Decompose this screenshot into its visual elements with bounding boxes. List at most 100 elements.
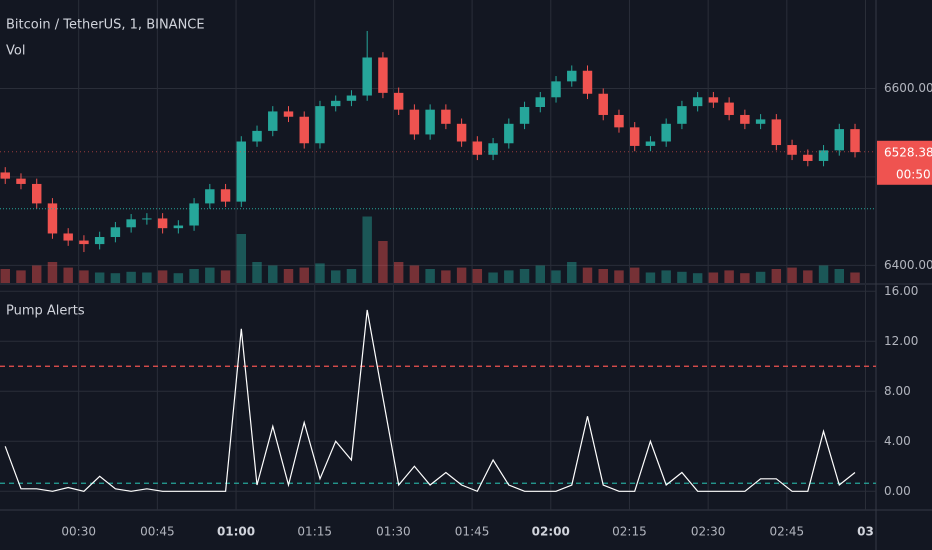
volume-bar xyxy=(157,270,168,283)
volume-bar xyxy=(425,269,435,283)
volume-bar xyxy=(740,273,750,283)
volume-bar xyxy=(236,234,247,283)
volume-bar xyxy=(299,267,309,283)
y-tick-label: 16.00 xyxy=(884,284,918,298)
volume-bar xyxy=(614,270,624,283)
candle-body xyxy=(220,189,231,202)
x-tick-label: 02:00 xyxy=(532,525,570,539)
volume-bar xyxy=(16,270,26,283)
candle-body xyxy=(519,107,530,124)
volume-bar xyxy=(47,262,58,283)
candle-body xyxy=(126,219,136,228)
y-tick-label: 12.00 xyxy=(884,334,918,348)
candle-body xyxy=(425,109,435,135)
volume-bar xyxy=(283,269,294,283)
candle-body xyxy=(488,143,498,155)
candle-body xyxy=(252,130,262,142)
volume-bar xyxy=(787,267,797,283)
candle-body xyxy=(740,114,750,124)
volume-bar xyxy=(94,272,105,283)
candle-body xyxy=(850,129,860,153)
x-tick-label: 02:30 xyxy=(691,525,726,539)
candle-body xyxy=(818,150,829,161)
volume-bar xyxy=(252,262,262,283)
volume-bar xyxy=(535,265,546,283)
candle-body xyxy=(157,218,168,229)
candle-body xyxy=(173,225,184,229)
candle-body xyxy=(441,109,451,124)
volume-bar xyxy=(205,267,215,283)
x-tick-label: 02:15 xyxy=(612,525,647,539)
y-tick-label: 6400.00 xyxy=(884,258,932,272)
candle-body xyxy=(63,233,73,241)
volume-bar xyxy=(488,272,498,283)
volume-bar xyxy=(79,270,89,283)
candle-body xyxy=(598,93,608,115)
volume-bar xyxy=(661,270,671,283)
y-tick-label: 4.00 xyxy=(884,434,911,448)
candle-body xyxy=(551,81,561,98)
candle-body xyxy=(110,227,121,238)
volume-bar xyxy=(0,269,10,283)
candle-body xyxy=(692,97,703,107)
candle-body xyxy=(0,172,10,179)
indicator-line xyxy=(4,309,856,493)
x-tick-label: 02:45 xyxy=(770,525,805,539)
volume-bar xyxy=(456,267,467,283)
countdown-label: 00:50 xyxy=(896,167,931,181)
candle-body xyxy=(614,114,624,128)
candle-body xyxy=(31,183,42,204)
volume-bar xyxy=(771,269,782,283)
candle-body xyxy=(47,203,58,234)
candle-body xyxy=(362,57,372,96)
volume-bar xyxy=(708,272,719,283)
volume-bar xyxy=(519,269,530,283)
candle-body xyxy=(299,116,309,144)
volume-bar xyxy=(362,216,372,283)
volume-bar xyxy=(346,269,357,283)
chart-title: Bitcoin / TetherUS, 1, BINANCE xyxy=(6,18,205,33)
volume-bar xyxy=(551,270,561,283)
volume-bar xyxy=(330,270,341,283)
candle-body xyxy=(283,111,294,117)
volume-label: Vol xyxy=(6,44,25,59)
y-tick-label: 8.00 xyxy=(884,384,911,398)
x-tick-label: 01:15 xyxy=(297,525,332,539)
x-tick-label: 01:30 xyxy=(376,525,411,539)
candle-body xyxy=(378,57,388,93)
volume-bar xyxy=(220,270,231,283)
candle-body xyxy=(393,92,404,110)
candle-body xyxy=(142,218,152,220)
volume-bar xyxy=(803,270,813,283)
volume-bar xyxy=(409,265,420,283)
volume-bar xyxy=(598,269,608,283)
candle-body xyxy=(582,70,593,94)
candle-body xyxy=(535,97,546,108)
volume-bar xyxy=(393,262,404,283)
volume-bar xyxy=(818,265,829,283)
volume-bar xyxy=(126,271,136,283)
volume-bar xyxy=(189,269,199,283)
candle-body xyxy=(94,237,105,245)
candle-body xyxy=(567,70,577,82)
volume-bar xyxy=(850,272,860,283)
volume-bar xyxy=(724,270,734,283)
x-tick-label: 01:00 xyxy=(217,525,255,539)
volume-bar xyxy=(677,271,687,283)
volume-bar xyxy=(567,262,577,283)
x-tick-label: 01:45 xyxy=(455,525,490,539)
candle-body xyxy=(787,145,797,155)
candle-body xyxy=(268,111,278,131)
volume-bar xyxy=(755,271,766,283)
candle-body xyxy=(456,123,467,142)
candle-body xyxy=(472,141,483,155)
candle-body xyxy=(315,106,325,144)
candle-body xyxy=(629,127,640,146)
x-tick-label: 00:30 xyxy=(61,525,96,539)
candle-body xyxy=(661,123,671,142)
plot-layer xyxy=(0,0,876,510)
volume-bar xyxy=(173,273,184,283)
candle-body xyxy=(16,178,26,184)
